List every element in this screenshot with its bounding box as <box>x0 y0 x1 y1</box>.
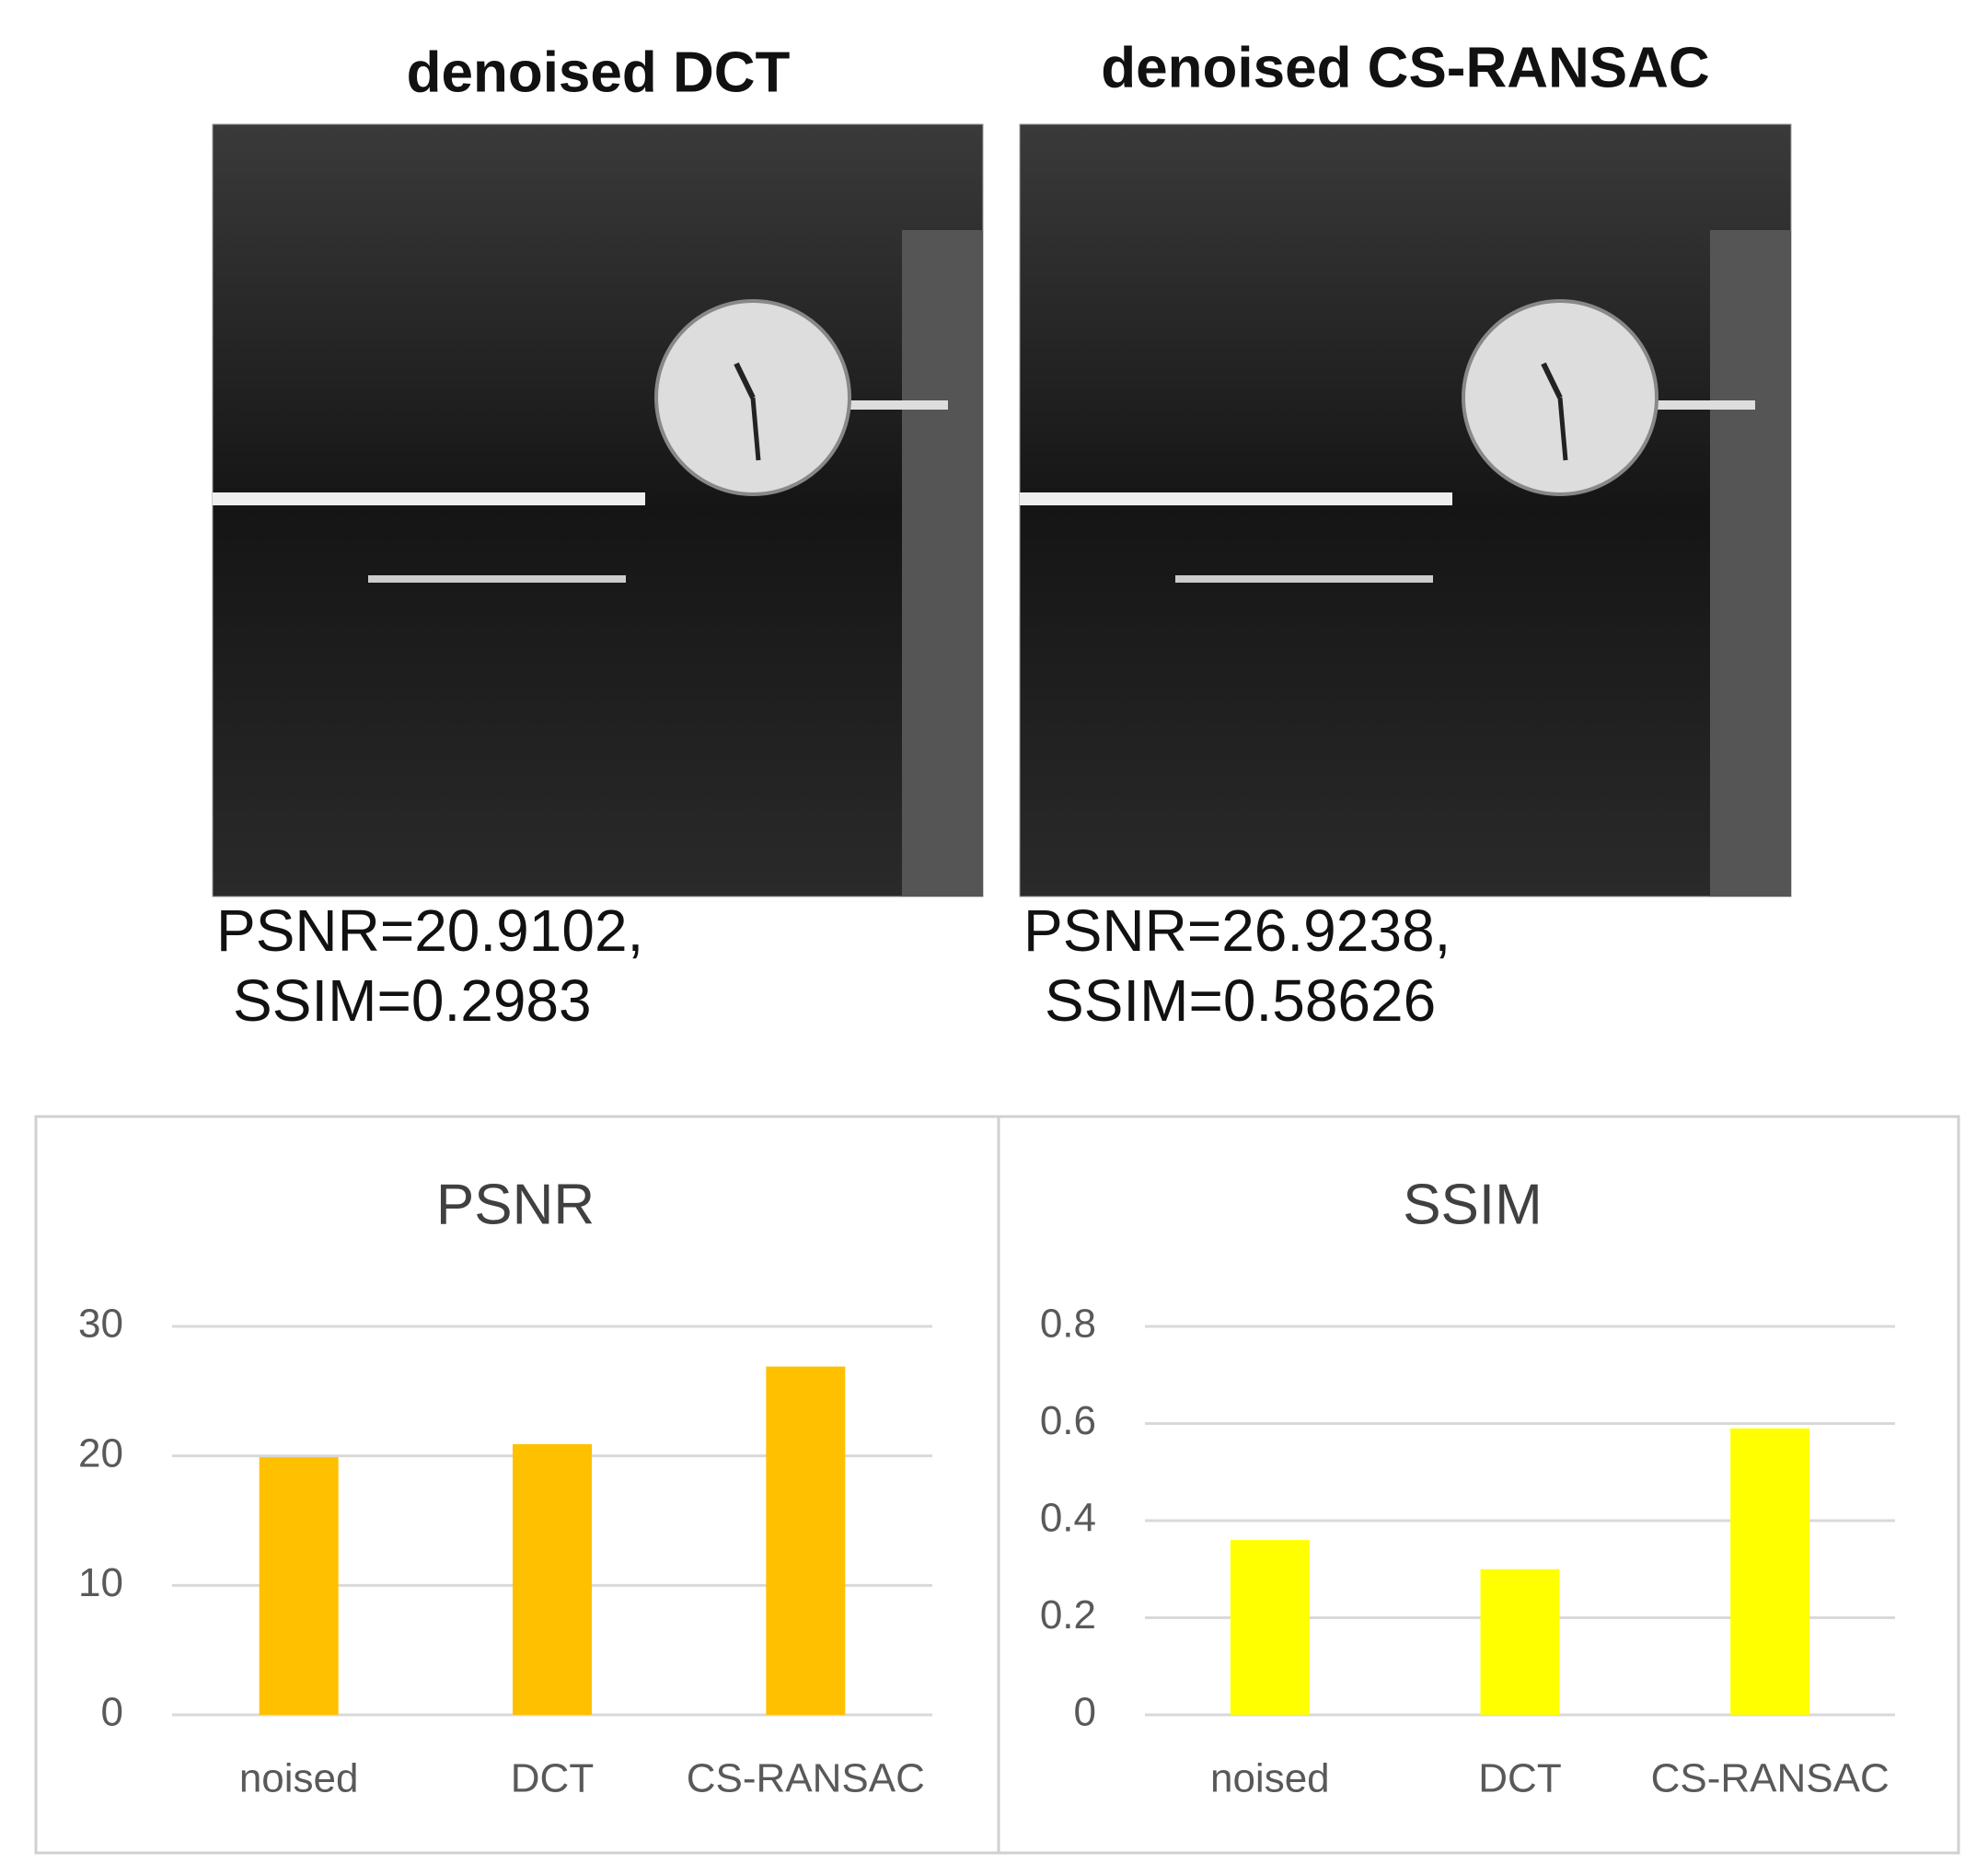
y-tick-label: 10 <box>78 1560 123 1605</box>
image-panel: denoised CS-RANSAC PSNR=26.9238, SSIM=0.… <box>1019 36 1792 1034</box>
light-strip <box>213 492 645 505</box>
y-tick-label: 0.4 <box>1040 1496 1096 1541</box>
x-tick-label: CS-RANSAC <box>687 1756 925 1801</box>
x-tick-label: DCT <box>511 1756 594 1801</box>
caption: SSIM=0.58626 <box>1045 967 1436 1034</box>
caption: SSIM=0.2983 <box>233 967 592 1034</box>
chart-title: SSIM <box>1403 1173 1543 1236</box>
bar <box>1230 1540 1310 1715</box>
light-strip <box>368 575 626 583</box>
x-tick-label: noised <box>1210 1756 1330 1801</box>
chart-title: PSNR <box>436 1173 595 1236</box>
caption: PSNR=26.9238, <box>1023 897 1451 964</box>
y-tick-label: 0 <box>101 1690 123 1735</box>
image-panel: denoised DCT PSNR=20.9102, SSIM=0.2983 <box>212 41 984 1034</box>
y-tick-label: 0.6 <box>1040 1398 1096 1443</box>
bar <box>1480 1568 1560 1715</box>
x-tick-label: noised <box>239 1756 359 1801</box>
bar <box>259 1457 339 1715</box>
x-tick-label: CS-RANSAC <box>1651 1756 1890 1801</box>
image-title: denoised CS-RANSAC <box>1101 36 1709 99</box>
y-tick-label: 0.8 <box>1040 1302 1096 1347</box>
clock-hand <box>750 397 761 461</box>
wall <box>902 230 983 897</box>
y-tick-label: 30 <box>78 1302 123 1347</box>
bar <box>513 1444 592 1715</box>
clock-hand <box>1557 397 1568 461</box>
bar <box>766 1366 846 1715</box>
y-tick-label: 0 <box>1074 1690 1096 1735</box>
photo <box>212 123 984 897</box>
light-strip <box>1020 492 1452 505</box>
clock-hand <box>734 362 756 399</box>
x-tick-label: DCT <box>1478 1756 1561 1801</box>
light-strip <box>1175 575 1433 583</box>
y-tick-label: 0.2 <box>1040 1592 1096 1638</box>
clock-hand <box>1541 362 1563 399</box>
bar <box>1730 1428 1810 1715</box>
y-tick-label: 20 <box>78 1430 123 1476</box>
image-title: denoised DCT <box>407 41 791 104</box>
wall <box>1710 230 1791 897</box>
caption: PSNR=20.9102, <box>216 897 643 964</box>
photo <box>1019 123 1792 897</box>
